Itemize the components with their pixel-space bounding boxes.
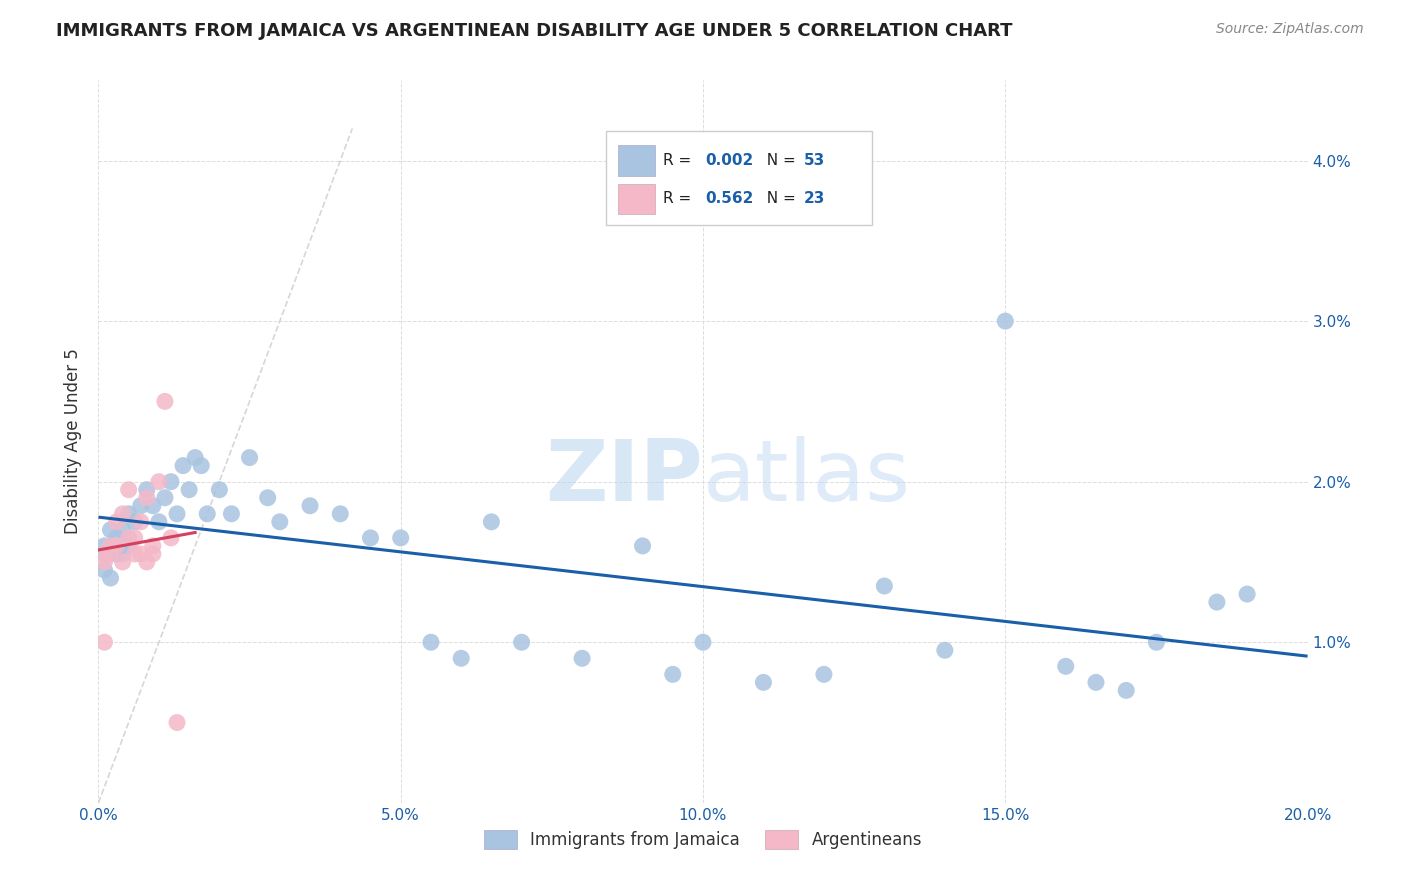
Point xyxy=(631,539,654,553)
Point xyxy=(124,531,146,545)
Point xyxy=(221,507,243,521)
Point xyxy=(1115,683,1137,698)
Text: 53: 53 xyxy=(803,153,824,168)
Text: N =: N = xyxy=(758,191,801,206)
Point xyxy=(111,507,134,521)
Point xyxy=(994,314,1017,328)
Point xyxy=(1206,595,1229,609)
Point xyxy=(692,635,714,649)
Point xyxy=(111,555,134,569)
Point xyxy=(142,547,165,561)
Point xyxy=(135,555,157,569)
Point xyxy=(571,651,593,665)
Point xyxy=(420,635,443,649)
Point xyxy=(93,547,115,561)
Point xyxy=(105,539,128,553)
Point xyxy=(1085,675,1108,690)
Point xyxy=(148,475,170,489)
Point xyxy=(752,675,775,690)
Point xyxy=(160,475,183,489)
Point xyxy=(118,531,141,545)
FancyBboxPatch shape xyxy=(606,131,872,225)
Point xyxy=(118,507,141,521)
Point xyxy=(100,547,122,561)
Point xyxy=(111,523,134,537)
Point xyxy=(450,651,472,665)
Point xyxy=(179,483,201,497)
Point xyxy=(160,531,183,545)
Text: IMMIGRANTS FROM JAMAICA VS ARGENTINEAN DISABILITY AGE UNDER 5 CORRELATION CHART: IMMIGRANTS FROM JAMAICA VS ARGENTINEAN D… xyxy=(56,22,1012,40)
Text: 0.002: 0.002 xyxy=(706,153,754,168)
Point xyxy=(481,515,503,529)
Point xyxy=(93,555,115,569)
Point xyxy=(153,491,176,505)
Point xyxy=(93,563,115,577)
Bar xyxy=(619,145,655,176)
Point xyxy=(100,571,122,585)
Point xyxy=(195,507,218,521)
Point xyxy=(190,458,212,473)
Point xyxy=(100,547,122,561)
Point xyxy=(510,635,533,649)
Point xyxy=(329,507,352,521)
Point xyxy=(142,499,165,513)
Point xyxy=(1144,635,1167,649)
Point xyxy=(100,539,122,553)
Text: R =: R = xyxy=(664,191,696,206)
Point xyxy=(1236,587,1258,601)
Point xyxy=(118,483,141,497)
Point xyxy=(135,483,157,497)
Point xyxy=(105,547,128,561)
Point xyxy=(873,579,896,593)
Point xyxy=(172,458,194,473)
Point xyxy=(129,515,152,529)
Point xyxy=(934,643,956,657)
Point xyxy=(360,531,382,545)
Point xyxy=(105,515,128,529)
Point xyxy=(1054,659,1077,673)
Point xyxy=(813,667,835,681)
Point xyxy=(269,515,291,529)
Bar xyxy=(619,184,655,214)
Point xyxy=(118,539,141,553)
Y-axis label: Disability Age Under 5: Disability Age Under 5 xyxy=(65,349,83,534)
Text: 0.562: 0.562 xyxy=(706,191,754,206)
Point xyxy=(184,450,207,465)
Point xyxy=(142,539,165,553)
Point xyxy=(129,547,152,561)
Text: ZIP: ZIP xyxy=(546,436,703,519)
Text: atlas: atlas xyxy=(703,436,911,519)
Point xyxy=(100,523,122,537)
Point xyxy=(93,547,115,561)
Point xyxy=(135,491,157,505)
Point xyxy=(93,539,115,553)
Text: R =: R = xyxy=(664,153,696,168)
Point xyxy=(208,483,231,497)
Point xyxy=(148,515,170,529)
Text: Source: ZipAtlas.com: Source: ZipAtlas.com xyxy=(1216,22,1364,37)
Point xyxy=(661,667,683,681)
Point xyxy=(93,635,115,649)
Point xyxy=(124,515,146,529)
Point xyxy=(166,507,188,521)
Point xyxy=(153,394,176,409)
Text: 23: 23 xyxy=(803,191,825,206)
Text: N =: N = xyxy=(758,153,801,168)
Point xyxy=(111,547,134,561)
Point xyxy=(124,547,146,561)
Legend: Immigrants from Jamaica, Argentineans: Immigrants from Jamaica, Argentineans xyxy=(477,823,929,856)
Point xyxy=(256,491,278,505)
Point xyxy=(299,499,322,513)
Point xyxy=(166,715,188,730)
Point xyxy=(389,531,412,545)
Point xyxy=(129,499,152,513)
Point xyxy=(105,531,128,545)
Point xyxy=(239,450,262,465)
